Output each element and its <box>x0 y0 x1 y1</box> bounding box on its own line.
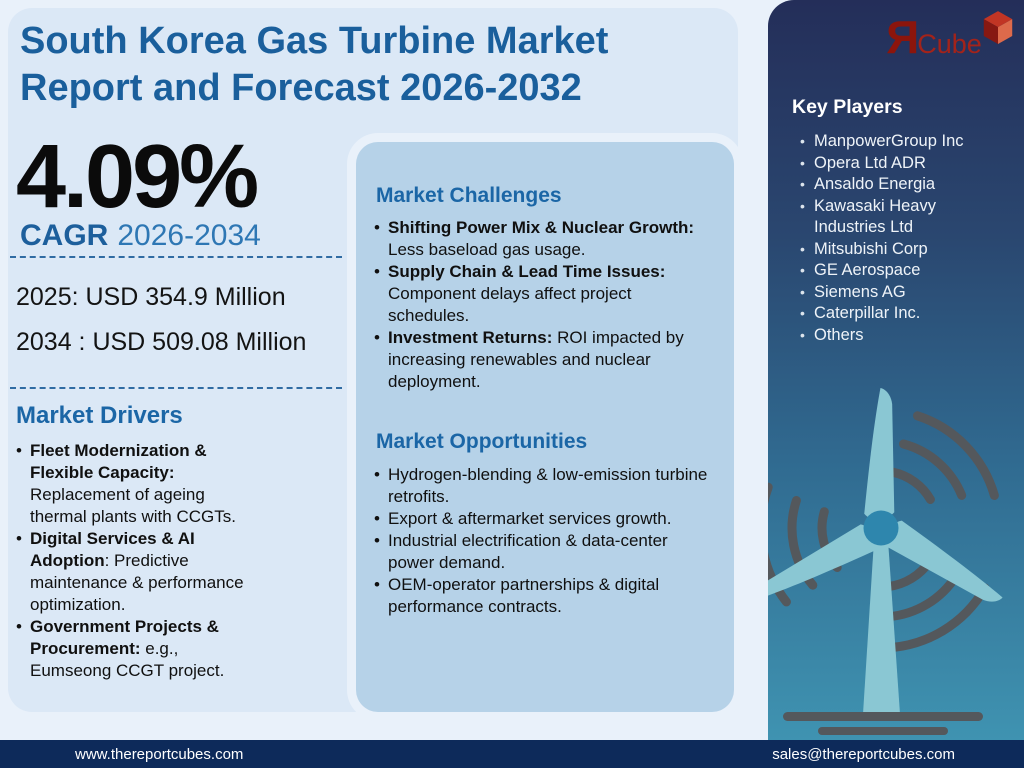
list-item: Investment Returns: ROI impacted by incr… <box>374 327 716 393</box>
logo-cube-word: Cube <box>917 29 982 59</box>
list-item: Supply Chain & Lead Time Issues: Compone… <box>374 261 716 327</box>
market-challenges-list: Shifting Power Mix & Nuclear Growth: Les… <box>374 217 716 393</box>
list-item: Kawasaki Heavy Industries Ltd <box>800 196 990 239</box>
list-item: Siemens AG <box>800 282 990 304</box>
list-item: Export & aftermarket services growth. <box>374 508 716 530</box>
list-item: Hydrogen-blending & low-emission turbine… <box>374 464 716 508</box>
market-opportunities-list: Hydrogen-blending & low-emission turbine… <box>374 464 716 618</box>
key-players-sidebar <box>768 0 1024 740</box>
cagr-value: 4.09% <box>16 127 259 227</box>
cagr-period: 2026-2034 <box>117 219 261 252</box>
market-challenges-heading: Market Challenges <box>376 184 562 207</box>
cagr-subtitle: CAGR 2026-2034 <box>20 219 261 253</box>
dashed-divider <box>10 256 342 258</box>
list-item: Opera Ltd ADR <box>800 153 990 175</box>
key-players-list: ManpowerGroup IncOpera Ltd ADRAnsaldo En… <box>800 131 990 346</box>
cagr-label: CAGR <box>20 219 109 252</box>
wind-turbine-icon <box>768 387 1003 735</box>
page-title: South Korea Gas Turbine Market Report an… <box>20 20 609 109</box>
forecast-2034: 2034 : USD 509.08 Million <box>16 328 307 356</box>
market-drivers-list: Fleet Modernization & Flexible Capacity:… <box>16 440 258 682</box>
dashed-divider <box>10 387 342 389</box>
list-item: Ansaldo Energia <box>800 174 990 196</box>
list-item: Fleet Modernization & Flexible Capacity:… <box>16 440 258 528</box>
footer-email-link[interactable]: sales@thereportcubes.com <box>772 745 955 763</box>
forecast-2025: 2025: USD 354.9 Million <box>16 283 286 311</box>
footer-bar: www.thereportcubes.com sales@thereportcu… <box>0 740 1024 768</box>
turbine-blades-icon <box>768 387 1003 602</box>
market-drivers-heading: Market Drivers <box>16 402 183 429</box>
key-players-heading: Key Players <box>792 96 903 118</box>
ground-bar-icon <box>783 712 983 721</box>
list-item: Digital Services & AI Adoption: Predicti… <box>16 528 258 616</box>
footer-website-link[interactable]: www.thereportcubes.com <box>75 745 244 763</box>
list-item: Shifting Power Mix & Nuclear Growth: Les… <box>374 217 716 261</box>
logo-reversed-r: R <box>886 11 920 63</box>
list-item: Mitsubishi Corp <box>800 239 990 261</box>
turbine-tower-icon <box>863 540 900 714</box>
rcube-logo: RCube <box>886 11 1016 68</box>
list-item: ManpowerGroup Inc <box>800 131 990 153</box>
list-item: GE Aerospace <box>800 260 990 282</box>
turbine-hub-icon <box>863 510 899 546</box>
list-item: Others <box>800 325 990 347</box>
list-item: Industrial electrification & data-center… <box>374 530 716 574</box>
list-item: OEM-operator partnerships & digital perf… <box>374 574 716 618</box>
list-item: Government Projects & Procurement: e.g.,… <box>16 616 258 682</box>
ground-bar-icon <box>818 727 948 735</box>
list-item: Caterpillar Inc. <box>800 303 990 325</box>
cube-icon <box>983 11 1013 44</box>
market-opportunities-heading: Market Opportunities <box>376 430 588 453</box>
